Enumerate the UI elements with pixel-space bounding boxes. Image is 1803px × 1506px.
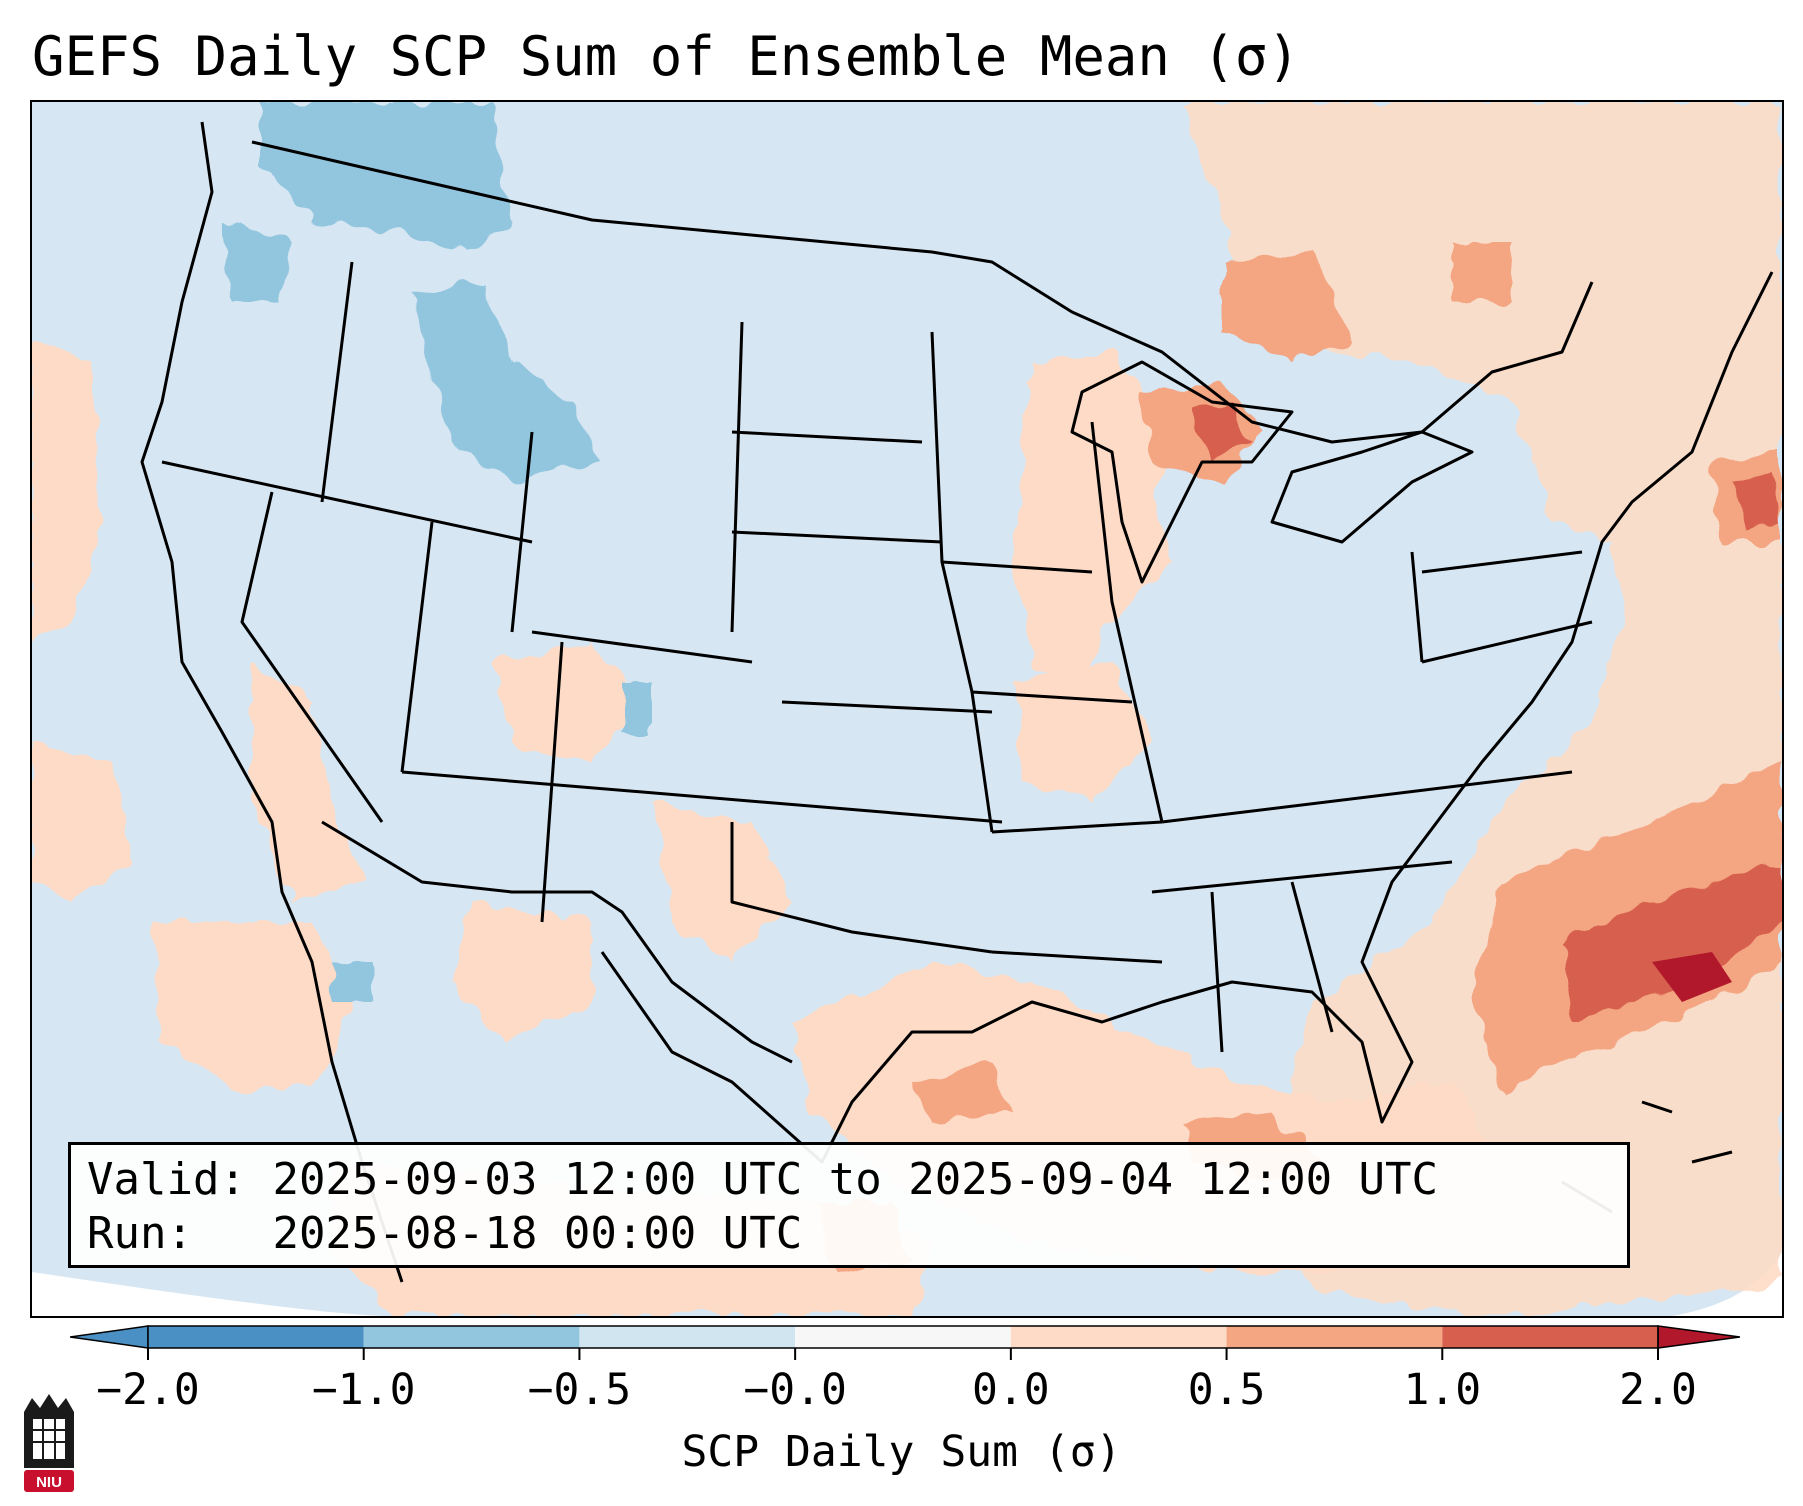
scp-max-core — [1652, 952, 1732, 1002]
colorbar-segment — [363, 1326, 580, 1348]
scp-positive-strong — [1192, 402, 1782, 1022]
colorbar-label: SCP Daily Sum (σ) — [681, 1427, 1122, 1477]
colorbar-segment — [1226, 1326, 1443, 1348]
logo-badge — [24, 1470, 74, 1492]
colorbar-tick-label: 0.0 — [972, 1365, 1050, 1415]
colorbar-tick-label: 2.0 — [1619, 1365, 1697, 1415]
colorbar-extend-high — [1657, 1325, 1740, 1349]
domain-edge-bottom-right — [1672, 1252, 1782, 1316]
map-panel: Valid: 2025-09-03 12:00 UTC to 2025-09-0… — [30, 100, 1784, 1318]
colorbar-segment — [148, 1326, 364, 1348]
colorbar-segment — [579, 1326, 796, 1348]
run-value: 2025-08-18 00:00 UTC — [272, 1208, 803, 1259]
colorbar-extend-low — [70, 1325, 149, 1349]
niu-logo: NIU — [24, 1394, 74, 1492]
map-svg — [32, 102, 1782, 1316]
colorbar — [70, 1325, 1740, 1360]
valid-label: Valid: — [87, 1154, 246, 1205]
run-label: Run: — [87, 1208, 193, 1259]
colorbar-outline — [147, 1325, 1659, 1349]
colorbar-tick-label: 0.5 — [1187, 1365, 1266, 1415]
scp-negative — [222, 102, 652, 1002]
colorbar-tick-label: −0.0 — [743, 1365, 847, 1415]
colorbar-tick-label: −0.5 — [527, 1365, 632, 1415]
valid-line: Valid: 2025-09-03 12:00 UTC to 2025-09-0… — [87, 1153, 1438, 1207]
domain-edge-bottom-left — [32, 1272, 392, 1316]
info-box: Valid: 2025-09-03 12:00 UTC to 2025-09-0… — [68, 1142, 1630, 1268]
borders — [140, 121, 1774, 1283]
colorbar-segment — [1442, 1326, 1658, 1348]
run-line: Run: 2025-08-18 00:00 UTC — [87, 1207, 802, 1261]
logo-text: NIU — [36, 1474, 62, 1491]
colorbar-segment — [795, 1326, 1011, 1348]
colorbar-tick-label: −2.0 — [96, 1365, 200, 1415]
valid-value: 2025-09-03 12:00 UTC to 2025-09-04 12:00… — [272, 1154, 1439, 1205]
colorbar-tick-label: 1.0 — [1403, 1365, 1482, 1415]
colorbar-segment — [1010, 1326, 1227, 1348]
colorbar-tick-label: −1.0 — [311, 1365, 416, 1415]
chart-title: GEFS Daily SCP Sum of Ensemble Mean (σ) — [32, 25, 1300, 88]
